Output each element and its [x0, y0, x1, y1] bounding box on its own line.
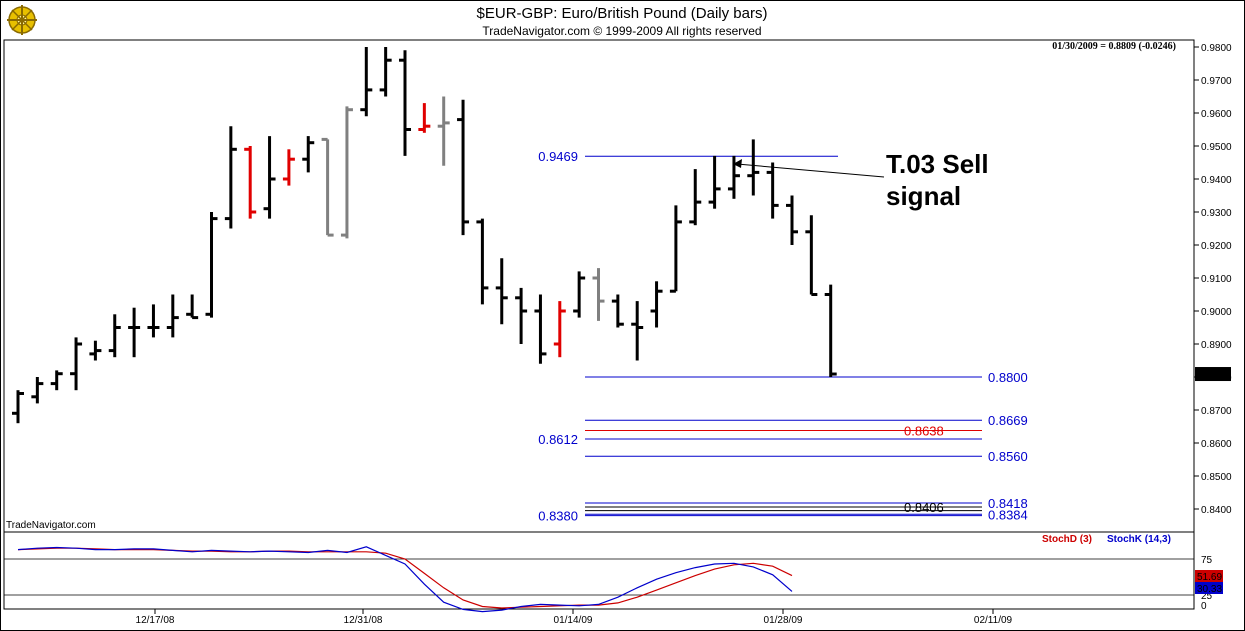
level-label: 0.8638 [904, 423, 944, 438]
price-tick-label: 0.9300 [1201, 208, 1232, 219]
chart-subtitle: TradeNavigator.com © 1999-2009 All right… [482, 24, 761, 38]
x-tick-label: 12/17/08 [136, 615, 175, 626]
stoch-last-label: 51.69 [1197, 572, 1222, 583]
last-price-marker: 0.8809 [1195, 367, 1231, 382]
annotation-line1: T.03 Sell [886, 149, 989, 179]
price-tick-label: 0.9200 [1201, 241, 1232, 252]
level-label: 0.8380 [538, 509, 578, 524]
price-tick-label: 0.8900 [1201, 340, 1232, 351]
price-tick-label: 0.8700 [1201, 406, 1232, 417]
price-tick-label: 0.9800 [1201, 43, 1232, 54]
annotation-line2: signal [886, 181, 961, 211]
price-panel: 0.9800 0.9700 0.9600 0.9500 0.9400 0.9300 0.92… [3, 39, 1232, 533]
chart-title: $EUR-GBP: Euro/British Pound (Daily bars… [477, 5, 768, 22]
stoch-series-line [17, 546, 793, 613]
status-readout: 01/30/2009 = 0.8809 (-0.0246) [1052, 41, 1176, 52]
stoch-last-label: 30.33 [1197, 584, 1222, 595]
stochastic-panel: 75 250 StochD (3) StochK (14,3) 51.6930.3… [3, 531, 1223, 613]
x-tick-label: 12/31/08 [344, 615, 383, 626]
price-tick-label: 0.9000 [1201, 307, 1232, 318]
stoch-y-axis: 75 250 [1201, 555, 1213, 612]
price-tick-label: 0.8400 [1201, 505, 1232, 516]
level-label: 0.8612 [538, 432, 578, 447]
stoch-plot-border [3, 531, 1195, 610]
level-label: 0.9469 [538, 149, 578, 164]
watermark: TradeNavigator.com [6, 520, 96, 531]
price-tick-label: 0.9500 [1201, 142, 1232, 153]
annotation-arrow-line [736, 163, 885, 178]
legend-stochk: StochK (14,3) [1107, 534, 1171, 545]
price-tick-label: 0.9700 [1201, 76, 1232, 87]
sell-signal-annotation: T.03 Sell signal [733, 149, 989, 211]
stoch-tick-label: 0 [1201, 601, 1207, 612]
level-label: 0.8560 [988, 449, 1028, 464]
stoch-lines [17, 546, 793, 613]
stoch-series-line [17, 547, 793, 609]
stoch-last-box [1195, 582, 1223, 594]
x-tick-label: 01/14/09 [554, 615, 593, 626]
price-tick-label: 0.9400 [1201, 175, 1232, 186]
price-tick-label: 0.8600 [1201, 439, 1232, 450]
x-axis: 12/17/08 12/31/08 01/14/09 01/28/09 02/11/09 [136, 609, 1013, 626]
price-bars [12, 47, 837, 424]
level-label: 0.8669 [988, 413, 1028, 428]
price-tick-label: 0.8500 [1201, 472, 1232, 483]
level-label: 0.8800 [988, 370, 1028, 385]
legend-stochd: StochD (3) [1042, 534, 1092, 545]
trade-navigator-logo [7, 5, 37, 35]
price-tick-label: 0.9100 [1201, 274, 1232, 285]
level-lines: 0.9469 0.8800 0.8669 0.8638 0.8612 0.8560 0.84… [538, 149, 1028, 523]
x-tick-label: 02/11/09 [974, 615, 1013, 626]
level-label: 0.8406 [904, 500, 944, 515]
last-price-box [1195, 367, 1231, 382]
stoch-tick-label: 25 [1201, 591, 1213, 602]
level-label: 0.8418 [988, 496, 1028, 511]
x-tick-label: 01/28/09 [764, 615, 803, 626]
level-label: 0.8384 [988, 507, 1028, 522]
price-tick-label: 0.9600 [1201, 109, 1232, 120]
last-price-label: 0.8809 [1198, 370, 1229, 381]
stoch-last-box [1195, 570, 1223, 582]
annotation-arrowhead [733, 159, 742, 168]
stoch-tick-label: 75 [1201, 555, 1213, 566]
